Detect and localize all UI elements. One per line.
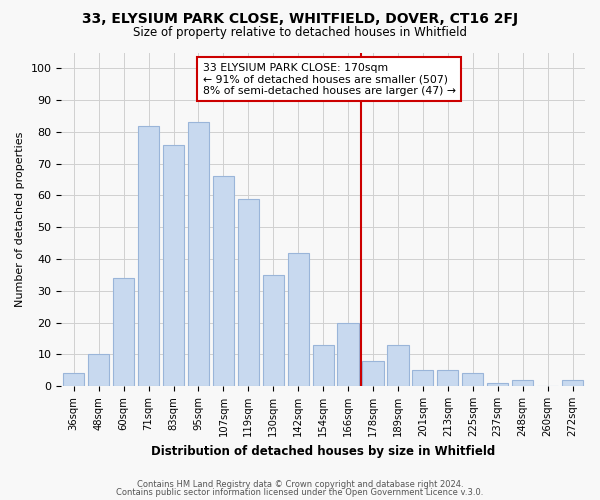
- Bar: [263, 275, 284, 386]
- Bar: [313, 345, 334, 386]
- Bar: [163, 144, 184, 386]
- Bar: [113, 278, 134, 386]
- Text: Contains public sector information licensed under the Open Government Licence v.: Contains public sector information licen…: [116, 488, 484, 497]
- Bar: [88, 354, 109, 386]
- Bar: [437, 370, 458, 386]
- Bar: [213, 176, 234, 386]
- Bar: [362, 360, 383, 386]
- Bar: [412, 370, 433, 386]
- Text: 33, ELYSIUM PARK CLOSE, WHITFIELD, DOVER, CT16 2FJ: 33, ELYSIUM PARK CLOSE, WHITFIELD, DOVER…: [82, 12, 518, 26]
- Y-axis label: Number of detached properties: Number of detached properties: [15, 132, 25, 307]
- Text: Contains HM Land Registry data © Crown copyright and database right 2024.: Contains HM Land Registry data © Crown c…: [137, 480, 463, 489]
- Bar: [337, 322, 359, 386]
- Bar: [63, 374, 85, 386]
- Bar: [188, 122, 209, 386]
- Bar: [287, 252, 309, 386]
- X-axis label: Distribution of detached houses by size in Whitfield: Distribution of detached houses by size …: [151, 444, 495, 458]
- Bar: [487, 383, 508, 386]
- Bar: [388, 345, 409, 386]
- Text: 33 ELYSIUM PARK CLOSE: 170sqm
← 91% of detached houses are smaller (507)
8% of s: 33 ELYSIUM PARK CLOSE: 170sqm ← 91% of d…: [203, 62, 455, 96]
- Bar: [562, 380, 583, 386]
- Text: Size of property relative to detached houses in Whitfield: Size of property relative to detached ho…: [133, 26, 467, 39]
- Bar: [462, 374, 484, 386]
- Bar: [512, 380, 533, 386]
- Bar: [238, 198, 259, 386]
- Bar: [138, 126, 159, 386]
